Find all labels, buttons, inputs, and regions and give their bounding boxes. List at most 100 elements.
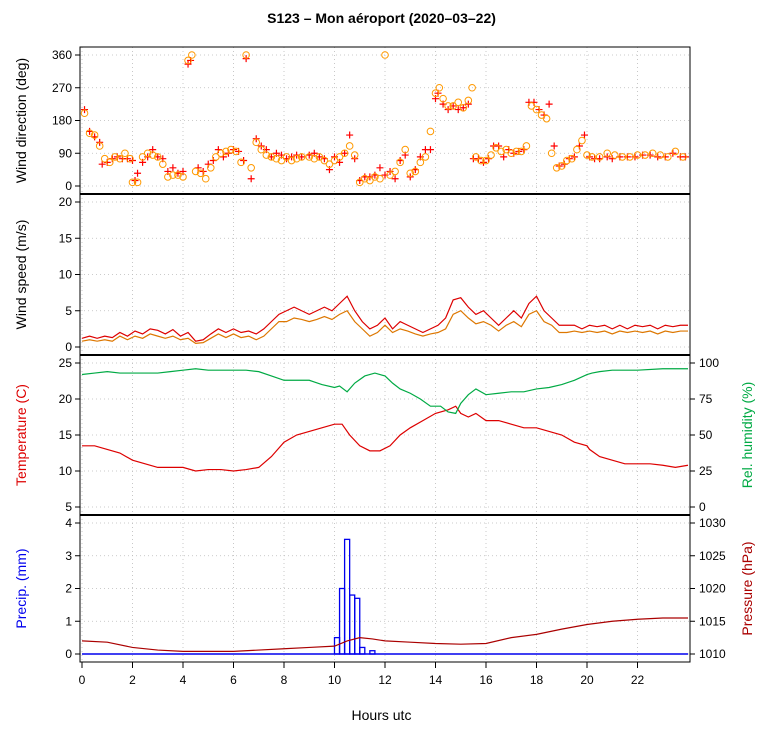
y-axis-label: Wind direction (deg) xyxy=(13,58,29,183)
wind-dir-obs-point xyxy=(391,175,399,183)
wind-dir-model-point xyxy=(568,154,576,163)
x-tick-label: 6 xyxy=(230,673,237,687)
panel-wind-direction: 0 90 180 270 360 Wind direction (deg) xyxy=(13,46,691,195)
wind-dir-model-point xyxy=(552,164,561,172)
y-right-tick-label: 100 xyxy=(699,356,719,370)
y-tick-label: 0 xyxy=(65,647,72,661)
y-right-tick-label: 1025 xyxy=(699,549,726,563)
y-tick-label: 5 xyxy=(65,304,72,318)
y-tick-label: 10 xyxy=(59,464,73,478)
wind-dir-obs-point xyxy=(545,100,553,108)
x-tick-label: 18 xyxy=(530,673,544,687)
wind-dir-model-point xyxy=(335,153,344,161)
wind-dir-model-point xyxy=(355,178,364,187)
precip-bar xyxy=(348,594,356,655)
y-tick-label: 20 xyxy=(59,195,73,209)
wind-dir-model-point xyxy=(472,153,480,161)
wind-dir-model-point xyxy=(406,169,415,178)
wind-dir-model-point xyxy=(315,153,324,161)
wind-dir-model-point xyxy=(522,142,531,150)
wind-dir-obs-point xyxy=(550,142,558,150)
wind-dir-model-point xyxy=(449,102,457,110)
wind-dir-model-point xyxy=(366,176,374,185)
wind-dir-model-point xyxy=(542,114,551,123)
wind-dir-model-point xyxy=(416,158,425,167)
panel-temp-humidity: 5 10 15 20 25 Temperature (C) 0 25 50 75 100 Rel. h… xyxy=(13,354,755,516)
wind-dir-model-point xyxy=(126,154,134,163)
x-tick-label: 8 xyxy=(281,673,288,687)
y-right-tick-label: 25 xyxy=(699,464,713,478)
y-right-tick-label: 1015 xyxy=(699,614,726,628)
wind-dir-model-point xyxy=(454,98,463,107)
wind-dir-model-point xyxy=(85,129,94,138)
y-right-axis-label: Rel. humidity (%) xyxy=(739,382,755,489)
y-tick-label: 90 xyxy=(59,146,73,160)
wind-dir-model-point xyxy=(350,151,359,159)
wind-dir-obs-point xyxy=(500,153,508,161)
y-tick-label: 4 xyxy=(65,516,72,530)
wind-dir-obs-point xyxy=(247,175,255,183)
y-tick-label: 1 xyxy=(65,614,72,628)
wind-dir-obs-point xyxy=(134,169,142,177)
x-tick-label: 0 xyxy=(79,673,86,687)
y-axis-label: Wind speed (m/s) xyxy=(13,220,29,330)
wind-dir-model-point xyxy=(502,145,511,154)
wind-dir-obs-point xyxy=(376,164,384,172)
wind-dir-model-point xyxy=(459,103,468,112)
wind-dir-model-point xyxy=(648,149,657,158)
wind-dir-model-point xyxy=(431,89,440,98)
wind-dir-model-point xyxy=(477,156,485,165)
wind-dir-model-point xyxy=(671,147,680,156)
wind-dir-model-point xyxy=(148,151,157,159)
wind-dir-model-point xyxy=(330,156,339,165)
x-tick-label: 20 xyxy=(580,673,594,687)
wind-dir-model-point xyxy=(603,149,612,158)
x-tick-label: 16 xyxy=(479,673,493,687)
wind-dir-model-point xyxy=(217,149,225,158)
wind-dir-model-point xyxy=(588,153,596,161)
wind-dir-model-point xyxy=(100,154,109,163)
wind-dir-model-point xyxy=(361,174,369,183)
wind-dir-model-point xyxy=(371,173,379,181)
wind-dir-model-point xyxy=(578,136,586,145)
wind-dir-model-point xyxy=(679,153,687,161)
wind-dir-obs-point xyxy=(98,160,106,168)
wind-dir-model-point xyxy=(133,178,142,187)
chart-title: S123 – Mon aéroport (2020–03–22) xyxy=(267,10,496,26)
x-tick-label: 12 xyxy=(378,673,392,687)
wind-dir-model-point xyxy=(664,153,672,161)
y-tick-label: 15 xyxy=(59,428,73,442)
wind-dir-model-point xyxy=(340,149,349,158)
wind-dir-model-point xyxy=(138,153,147,161)
y-tick-label: 0 xyxy=(65,179,72,193)
y-tick-label: 270 xyxy=(52,81,72,95)
wind-dir-model-point xyxy=(169,171,177,179)
wind-speed-model-line xyxy=(81,309,688,344)
x-tick-label: 10 xyxy=(328,673,342,687)
wind-dir-obs-point xyxy=(426,146,434,154)
wind-dir-model-point xyxy=(633,151,642,159)
wind-dir-model-point xyxy=(262,151,271,159)
wind-dir-model-point xyxy=(426,127,435,136)
wind-dir-model-point xyxy=(247,164,255,172)
wind-dir-model-point xyxy=(184,56,192,65)
wind-dir-model-point xyxy=(227,145,235,154)
wind-dir-model-point xyxy=(527,102,536,110)
wind-dir-model-point xyxy=(222,147,230,156)
wind-dir-model-point xyxy=(179,173,187,181)
y-tick-label: 360 xyxy=(52,48,72,62)
wind-dir-obs-point xyxy=(580,131,588,139)
wind-dir-model-point xyxy=(305,153,314,161)
wind-dir-model-point xyxy=(435,83,444,92)
wind-dir-model-point xyxy=(287,156,296,165)
wind-dir-model-point xyxy=(532,105,541,114)
wind-dir-obs-point xyxy=(86,127,94,135)
wind-dir-model-point xyxy=(487,151,495,159)
humidity-line xyxy=(81,368,688,415)
wind-dir-model-point xyxy=(128,178,137,187)
precip-bar xyxy=(343,538,351,655)
wind-dir-model-point xyxy=(282,153,291,161)
wind-dir-model-point xyxy=(188,51,196,59)
wind-dir-model-point xyxy=(121,149,129,158)
panel-wind-speed: 0 5 10 15 20 Wind speed (m/s) xyxy=(13,193,691,356)
